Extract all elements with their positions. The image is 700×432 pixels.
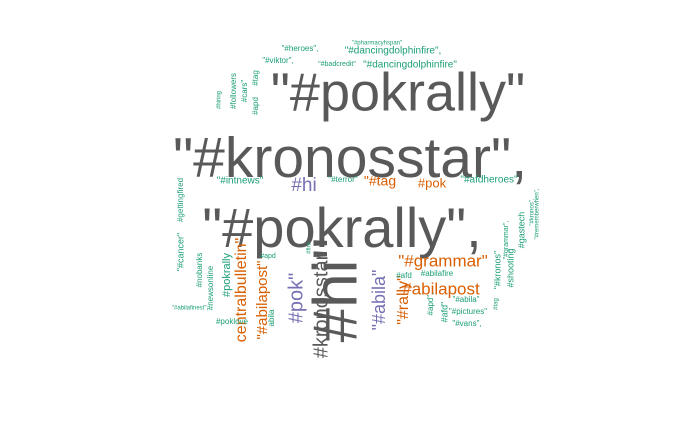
- word-cloud-word: #hi": [301, 238, 370, 343]
- word-cloud-word: #tag: [494, 298, 500, 310]
- word-cloud-word: "#dancingdolphinfire": [363, 60, 457, 71]
- word-cloud-word: "#abila": [369, 270, 389, 331]
- word-cloud-word: abila: [267, 309, 276, 326]
- word-cloud-word: "#heroes",: [282, 44, 319, 53]
- word-cloud-word: "#kronos": [492, 251, 502, 289]
- word-cloud-word: #pokrally: [221, 252, 233, 297]
- word-cloud-word: "#abilafinest",: [172, 306, 209, 312]
- word-cloud-word: "#kronos",: [530, 198, 536, 226]
- word-cloud-word: "#rememberwhen",: [535, 188, 541, 239]
- word-cloud-word: #gettingfired: [176, 178, 185, 222]
- word-cloud-word: #hi: [291, 175, 316, 196]
- word-cloud-word: #gastech: [516, 212, 526, 249]
- word-cloud-word: #shooting: [505, 248, 515, 287]
- word-cloud-word: centralbulletin": [233, 238, 250, 342]
- word-cloud-word: #abilapost: [402, 279, 480, 298]
- word-cloud-word: "#grammar": [398, 251, 488, 270]
- word-cloud-word: #poklove: [216, 317, 249, 326]
- word-cloud-word: #nobanks: [195, 253, 204, 288]
- word-cloud-word: "#intnews": [217, 176, 264, 187]
- word-cloud-word: "#afdheroes": [460, 175, 518, 186]
- word-cloud-word: "#dancingdolphinfire",: [345, 46, 442, 57]
- word-cloud-word: #apd",: [426, 293, 435, 316]
- word-cloud-word: "#terror": [328, 175, 357, 184]
- word-cloud-word: #abilafire: [421, 269, 454, 278]
- word-cloud-word: "#vans",: [452, 319, 481, 328]
- word-cloud-word: "#kronosstar",: [173, 126, 527, 190]
- word-cloud-word: #apd: [251, 97, 260, 115]
- word-cloud-word: #cars": [240, 80, 249, 103]
- word-cloud-word: #followers: [229, 73, 238, 109]
- word-cloud-word: "#cancer": [175, 233, 185, 271]
- word-cloud-word: "#pokrally": [271, 62, 525, 122]
- word-cloud-word: "#badcredit": [318, 61, 356, 68]
- word-cloud-word: "#viktor",: [262, 56, 293, 65]
- word-cloud-word: "#abilapost": [254, 260, 271, 339]
- word-cloud-word: "#rally": [395, 275, 412, 325]
- word-cloud-word: #kronosstar: [310, 253, 332, 358]
- word-cloud-word: #fire: [307, 242, 313, 254]
- word-cloud-word: #apd: [260, 253, 276, 260]
- word-cloud-word: #pok: [418, 175, 447, 190]
- word-cloud-word: "#tag: [364, 173, 396, 189]
- word-cloud-word: #tag: [251, 70, 260, 86]
- word-cloud-word: #newsonline: [206, 265, 215, 310]
- word-cloud-word: "#abila": [452, 295, 479, 304]
- word-cloud-word: #pok": [285, 273, 307, 323]
- word-cloud-word: #afd": [439, 302, 449, 323]
- word-cloud-word: "#pharmacyhspan": [352, 41, 402, 47]
- word-cloud-word: "#pokrally",: [202, 196, 481, 259]
- word-cloud-word: #afd: [396, 271, 412, 280]
- word-cloud-word: #hiring: [217, 91, 223, 109]
- word-cloud-word: "#pictures": [449, 307, 487, 316]
- word-cloud-word: "#grammar",: [503, 221, 510, 260]
